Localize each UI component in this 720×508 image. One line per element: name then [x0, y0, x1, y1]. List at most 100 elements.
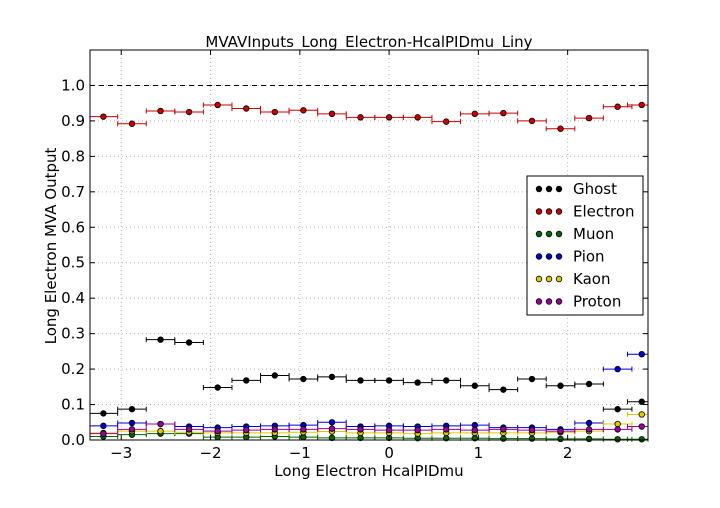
- legend-label: Muon: [573, 225, 614, 243]
- x-tick-label: −2: [199, 444, 221, 462]
- data-point: [271, 108, 279, 116]
- data-point: [328, 434, 336, 442]
- x-tick-label: −1: [289, 444, 311, 462]
- data-point: [328, 110, 336, 118]
- data-point: [528, 435, 536, 442]
- data-point: [443, 377, 450, 384]
- legend-marker: [535, 253, 543, 260]
- y-tick-label: 1.0: [61, 76, 85, 94]
- legend-marker: [555, 185, 563, 193]
- data-point: [157, 336, 164, 343]
- data-point: [585, 419, 593, 427]
- data-point: [638, 411, 645, 418]
- legend-marker: [555, 208, 563, 215]
- tick-layer: −3 −2 −1 0 1 2 0.0 0.1 0.2 0.3 0.4 0.5 0.6 0.7 0.8 0.9 1…: [61, 50, 648, 462]
- data-point: [271, 372, 279, 379]
- data-point: [500, 109, 507, 117]
- data-point: [128, 426, 136, 433]
- data-point: [638, 423, 645, 430]
- data-point: [443, 118, 450, 125]
- legend-marker: [555, 298, 563, 305]
- series-layer: [89, 101, 649, 443]
- data-point: [128, 419, 136, 427]
- data-point: [471, 110, 478, 118]
- data-point: [214, 384, 221, 391]
- data-point: [557, 125, 564, 132]
- data-point: [528, 117, 536, 125]
- data-point: [614, 420, 621, 428]
- data-point: [300, 107, 307, 114]
- y-tick-label: 0.4: [61, 289, 85, 307]
- data-point: [328, 373, 336, 381]
- data-point: [328, 425, 336, 432]
- x-tick-label: 1: [474, 444, 484, 462]
- data-point: [585, 426, 593, 433]
- legend: Ghost Electron Muon Pion Kaon Proton: [526, 175, 644, 316]
- data-point: [638, 351, 645, 358]
- y-tick-label: 0.0: [61, 431, 85, 449]
- legend-marker: [555, 253, 563, 260]
- data-point: [638, 101, 645, 109]
- data-point: [128, 120, 136, 127]
- data-point: [500, 386, 507, 393]
- data-point: [185, 426, 193, 433]
- data-point: [385, 114, 393, 121]
- data-point: [614, 103, 621, 110]
- data-point: [157, 420, 164, 428]
- legend-marker: [555, 230, 563, 238]
- data-point: [185, 108, 193, 116]
- data-point: [471, 382, 478, 389]
- legend-label: Electron: [573, 203, 635, 221]
- y-axis-label: Long Electron MVA Output: [42, 148, 60, 345]
- data-point: [528, 375, 536, 383]
- data-point: [414, 114, 421, 121]
- data-point: [614, 436, 621, 443]
- y-tick-label: 0.6: [61, 218, 85, 236]
- legend-marker: [545, 298, 553, 305]
- series-electron: [89, 101, 649, 132]
- data-point: [100, 422, 107, 430]
- x-axis-label: Long Electron HcalPIDmu: [274, 462, 463, 480]
- data-point: [585, 435, 593, 443]
- data-point: [585, 114, 593, 122]
- data-point: [357, 377, 364, 384]
- y-tick-label: 0.3: [61, 325, 85, 343]
- data-point: [614, 405, 621, 413]
- data-point: [100, 113, 107, 120]
- legend-marker: [535, 275, 543, 283]
- data-point: [585, 380, 593, 388]
- legend-label: Kaon: [573, 270, 610, 288]
- legend-marker: [545, 185, 553, 193]
- data-point: [157, 107, 164, 115]
- data-point: [185, 339, 193, 346]
- data-point: [414, 426, 421, 434]
- legend-label: Ghost: [573, 180, 617, 198]
- data-point: [100, 410, 107, 417]
- y-tick-label: 0.8: [61, 147, 85, 165]
- data-point: [443, 426, 450, 433]
- data-point: [157, 427, 164, 435]
- y-tick-label: 0.9: [61, 112, 85, 130]
- data-point: [528, 426, 536, 434]
- legend-label: Proton: [573, 293, 621, 311]
- legend-marker: [535, 230, 543, 238]
- data-point: [500, 435, 507, 442]
- x-tick-label: 2: [563, 444, 573, 462]
- data-point: [557, 382, 564, 389]
- legend-marker: [545, 208, 553, 215]
- data-point: [614, 365, 621, 373]
- data-point: [638, 436, 645, 443]
- chart-title: MVAVInputs_Long_Electron-HcalPIDmu_Liny: [205, 33, 532, 52]
- data-point: [300, 426, 307, 433]
- data-point: [300, 375, 307, 383]
- data-point: [638, 398, 645, 405]
- data-point: [557, 435, 564, 443]
- data-point: [243, 426, 250, 434]
- legend-marker: [535, 208, 543, 215]
- y-tick-label: 0.5: [61, 254, 85, 272]
- x-tick-label: −3: [110, 444, 132, 462]
- data-point: [328, 419, 336, 426]
- data-point: [500, 426, 507, 433]
- series-ghost: [89, 336, 649, 417]
